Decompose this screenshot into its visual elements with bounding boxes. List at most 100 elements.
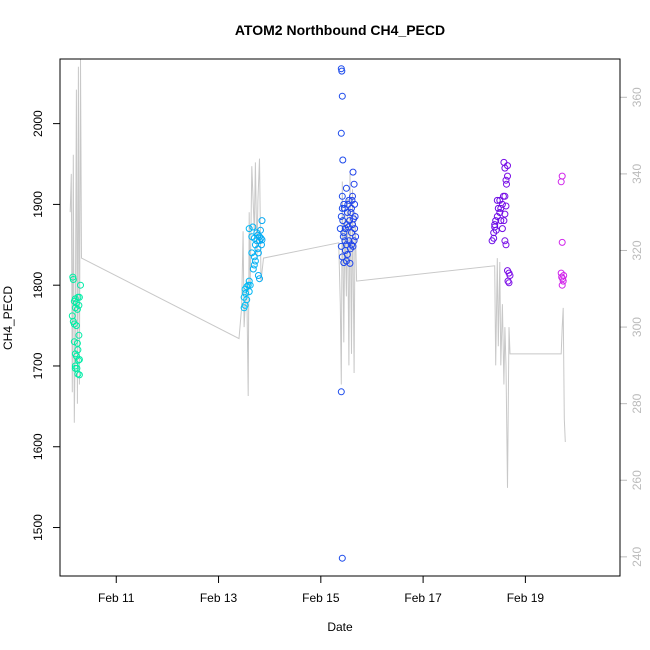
data-point — [338, 554, 346, 562]
data-point — [246, 281, 254, 289]
data-point — [505, 279, 513, 287]
data-point — [498, 200, 506, 208]
data-point — [74, 370, 82, 378]
y2-tick-label: 320 — [630, 240, 644, 260]
data-point — [344, 223, 352, 231]
data-point — [350, 180, 358, 188]
data-point — [243, 296, 251, 304]
data-point — [75, 371, 83, 379]
data-point — [342, 184, 350, 192]
y-tick-label: 1800 — [31, 272, 45, 299]
data-point — [500, 217, 508, 225]
data-point — [501, 210, 509, 218]
data-point — [70, 297, 78, 305]
data-point — [339, 233, 347, 241]
data-point — [347, 209, 355, 216]
data-point — [258, 236, 266, 244]
data-point — [338, 192, 346, 200]
data-point — [337, 129, 345, 137]
data-point — [70, 320, 78, 328]
data-point — [341, 237, 349, 245]
data-point — [348, 241, 355, 249]
data-point — [340, 204, 348, 212]
data-point — [502, 202, 510, 210]
data-point — [338, 67, 346, 75]
x-tick-label: Feb 17 — [404, 591, 442, 605]
data-point — [345, 196, 353, 204]
data-point — [349, 168, 357, 176]
data-point — [557, 178, 565, 186]
data-point — [75, 356, 83, 363]
data-point — [499, 192, 507, 200]
data-point — [559, 277, 567, 285]
data-point — [340, 229, 348, 237]
y2-tick-label: 360 — [630, 87, 644, 107]
y-tick-label: 2000 — [31, 110, 45, 137]
data-point — [77, 281, 84, 289]
data-point — [69, 276, 77, 283]
data-point — [558, 172, 566, 180]
data-point — [340, 200, 348, 208]
x-axis-label: Date — [327, 620, 353, 634]
data-point — [352, 233, 360, 241]
x-tick-label: Feb 11 — [98, 591, 135, 605]
y2-tick-label: 240 — [630, 547, 644, 567]
data-point — [558, 273, 566, 281]
plot-frame — [59, 58, 621, 577]
y2-tick-label: 260 — [630, 470, 644, 490]
secondary-trace-line — [69, 58, 566, 488]
data-point — [502, 176, 510, 184]
data-point — [254, 249, 262, 257]
chart-title: ATOM2 Northbound CH4_PECD — [235, 22, 445, 38]
data-point — [75, 293, 83, 301]
data-point — [341, 247, 349, 254]
x-tick-label: Feb 13 — [200, 591, 238, 605]
secondary-trace-layer — [69, 58, 566, 488]
data-point — [337, 388, 345, 396]
data-point — [344, 200, 352, 208]
data-point — [250, 261, 258, 269]
data-point — [258, 241, 265, 249]
data-point — [73, 305, 81, 313]
data-point — [558, 238, 566, 246]
data-point — [493, 196, 501, 204]
data-point — [258, 217, 266, 225]
x-tick-label: Feb 15 — [302, 591, 340, 605]
data-point — [74, 356, 82, 364]
y-tick-label: 1600 — [31, 433, 45, 460]
y-tick-label: 1500 — [31, 514, 45, 541]
data-point — [254, 245, 262, 253]
data-point — [339, 217, 347, 225]
data-point — [242, 289, 250, 297]
data-point — [250, 253, 258, 261]
data-point — [558, 281, 566, 289]
data-point — [348, 196, 356, 204]
data-point — [254, 231, 262, 239]
y-tick-label: 1700 — [31, 352, 45, 379]
data-point — [338, 253, 346, 261]
data-point — [72, 322, 80, 330]
data-point — [351, 225, 359, 233]
data-point — [501, 237, 509, 245]
data-point — [75, 331, 83, 339]
data-point — [349, 192, 356, 200]
data-point — [498, 225, 506, 233]
data-point — [494, 204, 502, 212]
data-point — [336, 225, 344, 233]
data-point — [249, 265, 257, 273]
data-point — [337, 213, 345, 220]
y-tick-label: 1900 — [31, 191, 45, 218]
data-point — [346, 259, 354, 267]
data-point — [75, 301, 83, 309]
data-point — [71, 304, 79, 312]
data-point — [339, 156, 347, 164]
data-point — [251, 257, 259, 265]
data-point — [245, 225, 253, 233]
data-point-layer — [68, 65, 568, 562]
data-point — [349, 242, 357, 250]
data-point — [502, 241, 510, 249]
data-point — [338, 92, 346, 100]
y2-tick-label: 280 — [630, 393, 644, 413]
data-point — [338, 204, 346, 212]
data-point — [245, 277, 253, 285]
